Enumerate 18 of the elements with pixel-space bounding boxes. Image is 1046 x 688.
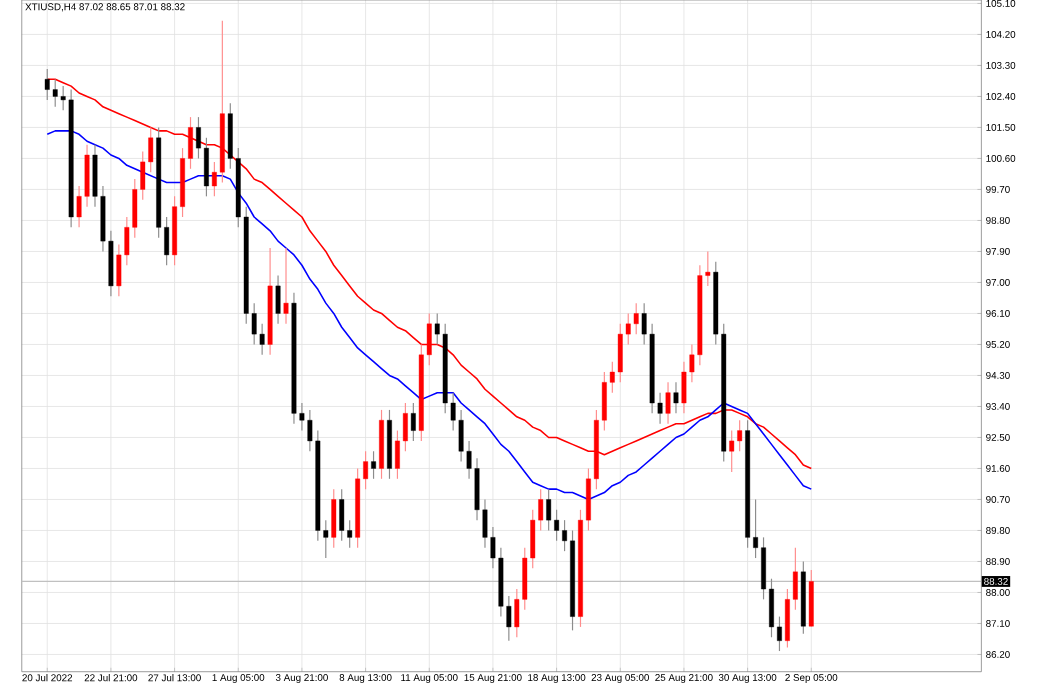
candlestick xyxy=(331,488,337,549)
candlestick xyxy=(737,419,743,453)
candlestick xyxy=(275,275,281,325)
candlestick xyxy=(681,361,687,415)
candlestick xyxy=(729,430,735,473)
candlestick xyxy=(665,382,671,425)
candlestick xyxy=(44,68,50,101)
candlestick xyxy=(633,302,639,336)
candlestick xyxy=(546,488,552,532)
candlestick xyxy=(808,569,814,628)
candlestick xyxy=(371,450,376,480)
candlestick xyxy=(458,409,464,463)
candlestick xyxy=(339,488,345,542)
candlestick xyxy=(283,247,289,325)
candlestick xyxy=(617,323,623,384)
candlestick xyxy=(410,402,416,442)
candlestick xyxy=(52,78,58,108)
candlestick xyxy=(673,382,679,415)
